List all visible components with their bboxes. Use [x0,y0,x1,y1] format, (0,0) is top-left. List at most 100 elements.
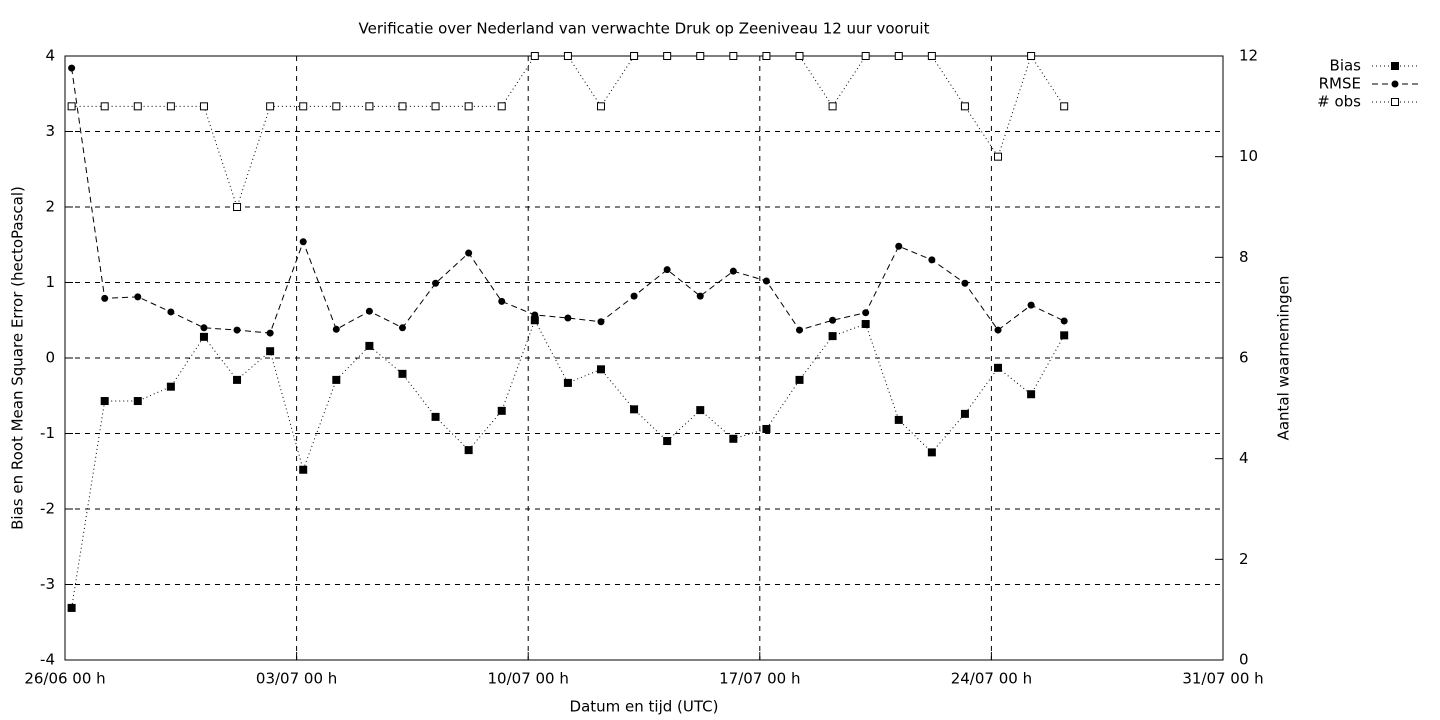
y-tick-label: 2 [45,198,55,216]
x-tick-label: 10/07 00 h [488,670,569,688]
data-point [564,314,572,322]
data-point [332,102,341,111]
data-point [1027,301,1035,309]
data-point [365,307,373,315]
data-point [299,465,308,474]
data-point [663,52,672,60]
x-tick-label: 17/07 00 h [719,670,800,688]
data-point [961,279,969,287]
data-point [994,326,1002,334]
data-point [894,52,903,60]
y2-tick-label: 0 [1239,651,1249,669]
data-point [862,309,870,317]
data-point [365,341,374,350]
data-point [795,52,804,60]
data-point [563,52,572,60]
data-point [133,397,142,406]
data-point [960,102,969,111]
data-point [762,277,770,285]
data-point [663,437,672,446]
y2-tick-label: 8 [1239,248,1249,266]
data-point [796,326,804,334]
y-tick-label: -2 [40,500,55,518]
data-point [994,363,1003,372]
data-point [696,292,704,300]
data-point [1027,52,1036,60]
data-point [101,294,109,302]
data-point [829,316,837,324]
data-point [332,375,341,384]
data-point [464,102,473,111]
data-point [299,238,307,246]
data-point [530,52,539,60]
x-tick-label: 03/07 00 h [256,670,337,688]
data-point [696,406,705,415]
data-point [497,406,506,415]
y2-tick-label: 4 [1239,449,1249,467]
data-point [861,52,870,60]
legend-label: Bias [1330,57,1362,75]
data-point [1060,331,1069,340]
data-point [630,52,639,60]
x-tick-label: 31/07 00 h [1182,670,1263,688]
y-tick-label: 3 [45,122,55,140]
chart-title: Verificatie over Nederland van verwachte… [359,20,930,38]
y2-tick-label: 6 [1239,349,1249,367]
data-point [398,102,407,111]
data-point [233,203,242,211]
data-point [167,308,175,316]
data-point [134,293,142,301]
data-point [199,332,208,341]
data-point [100,102,109,111]
data-point [696,52,705,60]
data-point [1060,102,1069,111]
data-point [1060,317,1068,325]
y-tick-label: -3 [40,575,55,593]
y-tick-label: 0 [45,349,55,367]
data-point [266,347,275,356]
data-point [563,378,572,387]
data-point [432,279,440,287]
data-point [200,324,208,332]
y2-tick-label: 12 [1239,47,1258,65]
y-tick-label: -4 [40,651,55,669]
data-point [729,52,738,60]
data-point [199,102,208,111]
data-point [630,292,638,300]
legend-marker [1391,62,1399,70]
data-point [233,375,242,384]
data-point [166,102,175,111]
data-point [332,325,340,333]
data-point [597,318,605,326]
data-point [398,324,406,332]
data-point [67,102,76,111]
series-line [71,68,1065,334]
y-tick-label: -1 [40,424,55,442]
x-axis-label: Datum en tijd (UTC) [570,698,719,716]
data-point [795,375,804,384]
legend-label: RMSE [1319,75,1361,93]
data-point [895,242,903,250]
data-point [431,102,440,111]
legend-label: # obs [1317,93,1361,111]
data-point [68,64,76,72]
data-point [100,397,109,406]
data-point [266,329,274,337]
data-point [398,369,407,378]
data-point [861,320,870,329]
data-point [762,424,771,433]
data-point [927,448,936,457]
data-point [928,256,936,264]
data-point [166,382,175,391]
data-point [497,102,506,111]
x-tick-label: 26/06 00 h [24,670,105,688]
data-point [233,326,241,334]
y-axis-label: Bias en Root Mean Square Error (hectoPas… [9,186,27,530]
data-point [927,52,936,60]
data-point [828,332,837,341]
x-tick-label: 24/07 00 h [951,670,1032,688]
y-tick-label: 4 [45,47,55,65]
legend-marker [1391,80,1399,88]
data-point [1027,390,1036,399]
